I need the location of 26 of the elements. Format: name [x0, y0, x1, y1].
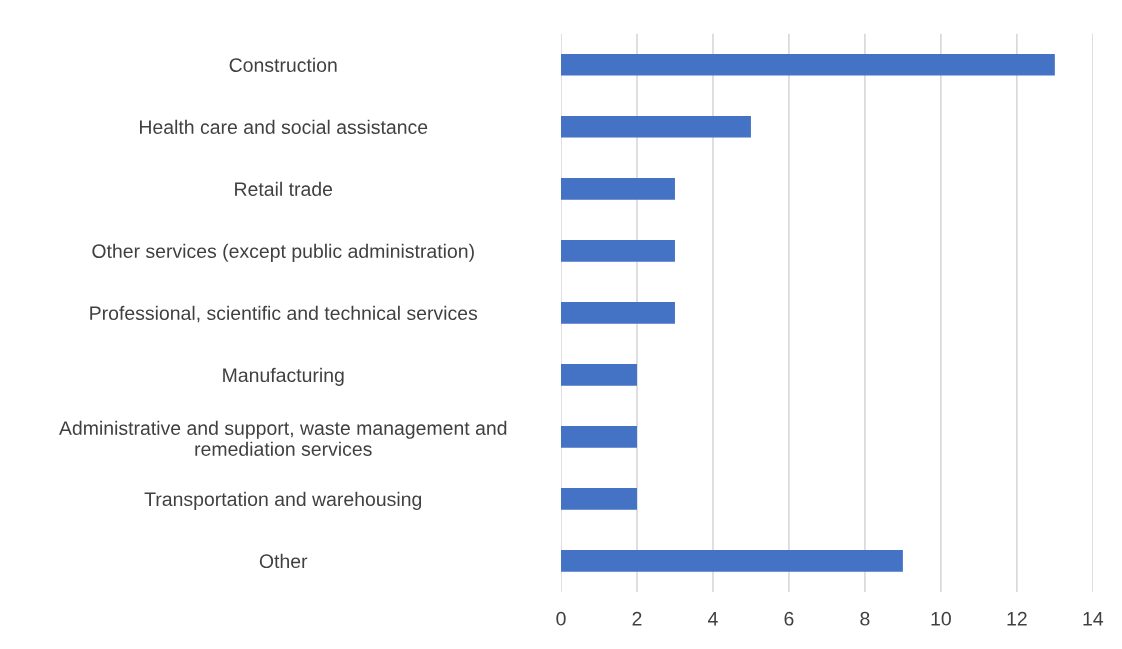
y-tick-label: Other services (except public administration) — [92, 243, 474, 262]
bar — [561, 239, 675, 262]
y-tick-label: Retail trade — [235, 181, 333, 197]
bar — [561, 426, 637, 448]
x-tick-label: 6 — [784, 611, 794, 626]
y-tick-label: Health care and social assistance — [139, 119, 428, 135]
x-tick-label: 8 — [860, 611, 870, 626]
y-tick-label: Transportation and warehousing — [144, 491, 422, 510]
bar — [561, 363, 637, 386]
y-tick-label: Administrative and support, waste management and remediation services — [59, 420, 507, 456]
x-tick-label: 10 — [931, 611, 951, 626]
bar — [561, 177, 675, 200]
bar — [561, 53, 1055, 76]
x-tick-label: 4 — [707, 612, 718, 626]
x-tick-label: 14 — [1083, 612, 1104, 626]
y-tick-label: Manufacturing — [223, 367, 344, 386]
x-tick-label: 0 — [556, 611, 566, 626]
bar — [561, 115, 751, 138]
y-tick-label: Professional, scientific and technical services — [90, 305, 478, 323]
x-tick-label: 2 — [632, 611, 642, 626]
y-tick-label: Construction — [229, 57, 337, 72]
y-tick-label: Other — [259, 553, 308, 569]
bar — [561, 550, 903, 572]
bar — [561, 488, 637, 510]
bar — [561, 301, 675, 324]
x-tick-label: 12 — [1007, 611, 1027, 626]
